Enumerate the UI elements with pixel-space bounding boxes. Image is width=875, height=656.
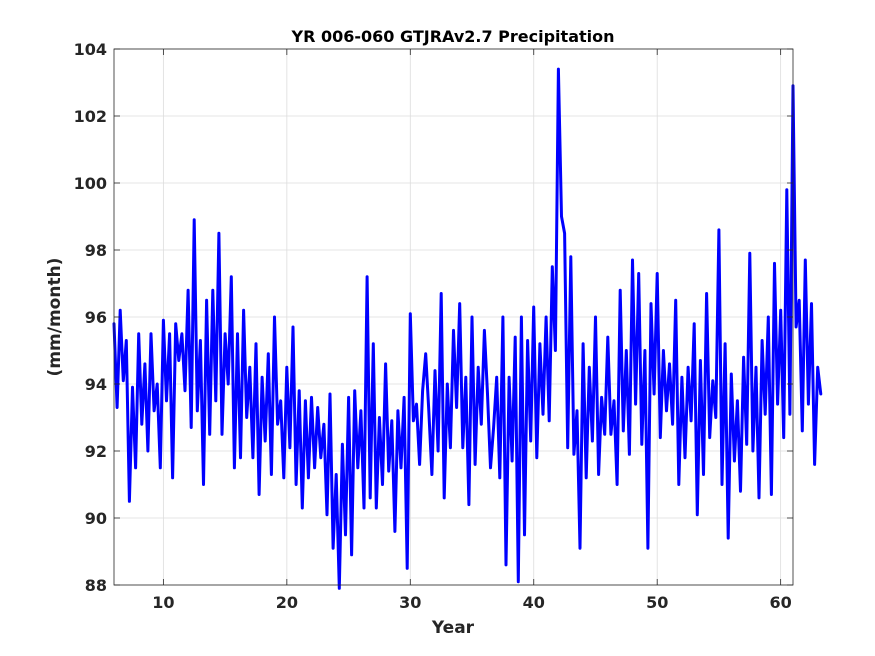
x-tick-label: 20 bbox=[276, 593, 298, 612]
chart-title: YR 006-060 GTJRAv2.7 Precipitation bbox=[290, 27, 614, 46]
x-tick-label: 30 bbox=[399, 593, 421, 612]
x-tick-label: 10 bbox=[152, 593, 174, 612]
x-tick-labels: 10 20 30 40 50 60 bbox=[152, 593, 792, 612]
series-line bbox=[112, 67, 823, 590]
y-tick-label: 92 bbox=[85, 442, 107, 461]
tick-marks bbox=[114, 48, 793, 586]
y-tick-labels: 88 90 92 94 96 98 100 102 104 bbox=[74, 40, 107, 595]
y-tick-label: 94 bbox=[85, 375, 107, 394]
x-tick-label: 60 bbox=[770, 593, 792, 612]
x-axis-label: Year bbox=[431, 618, 475, 638]
y-tick-label: 100 bbox=[74, 174, 107, 193]
y-tick-label: 104 bbox=[74, 40, 107, 59]
data-layer bbox=[112, 67, 823, 590]
x-tick-label: 50 bbox=[646, 593, 668, 612]
y-tick-label: 90 bbox=[85, 509, 107, 528]
y-tick-label: 102 bbox=[74, 107, 107, 126]
y-tick-label: 96 bbox=[85, 308, 107, 327]
y-tick-label: 98 bbox=[85, 241, 107, 260]
y-axis-label: (mm/month) bbox=[45, 258, 65, 377]
y-tick-label: 88 bbox=[85, 576, 107, 595]
x-tick-label: 40 bbox=[523, 593, 545, 612]
